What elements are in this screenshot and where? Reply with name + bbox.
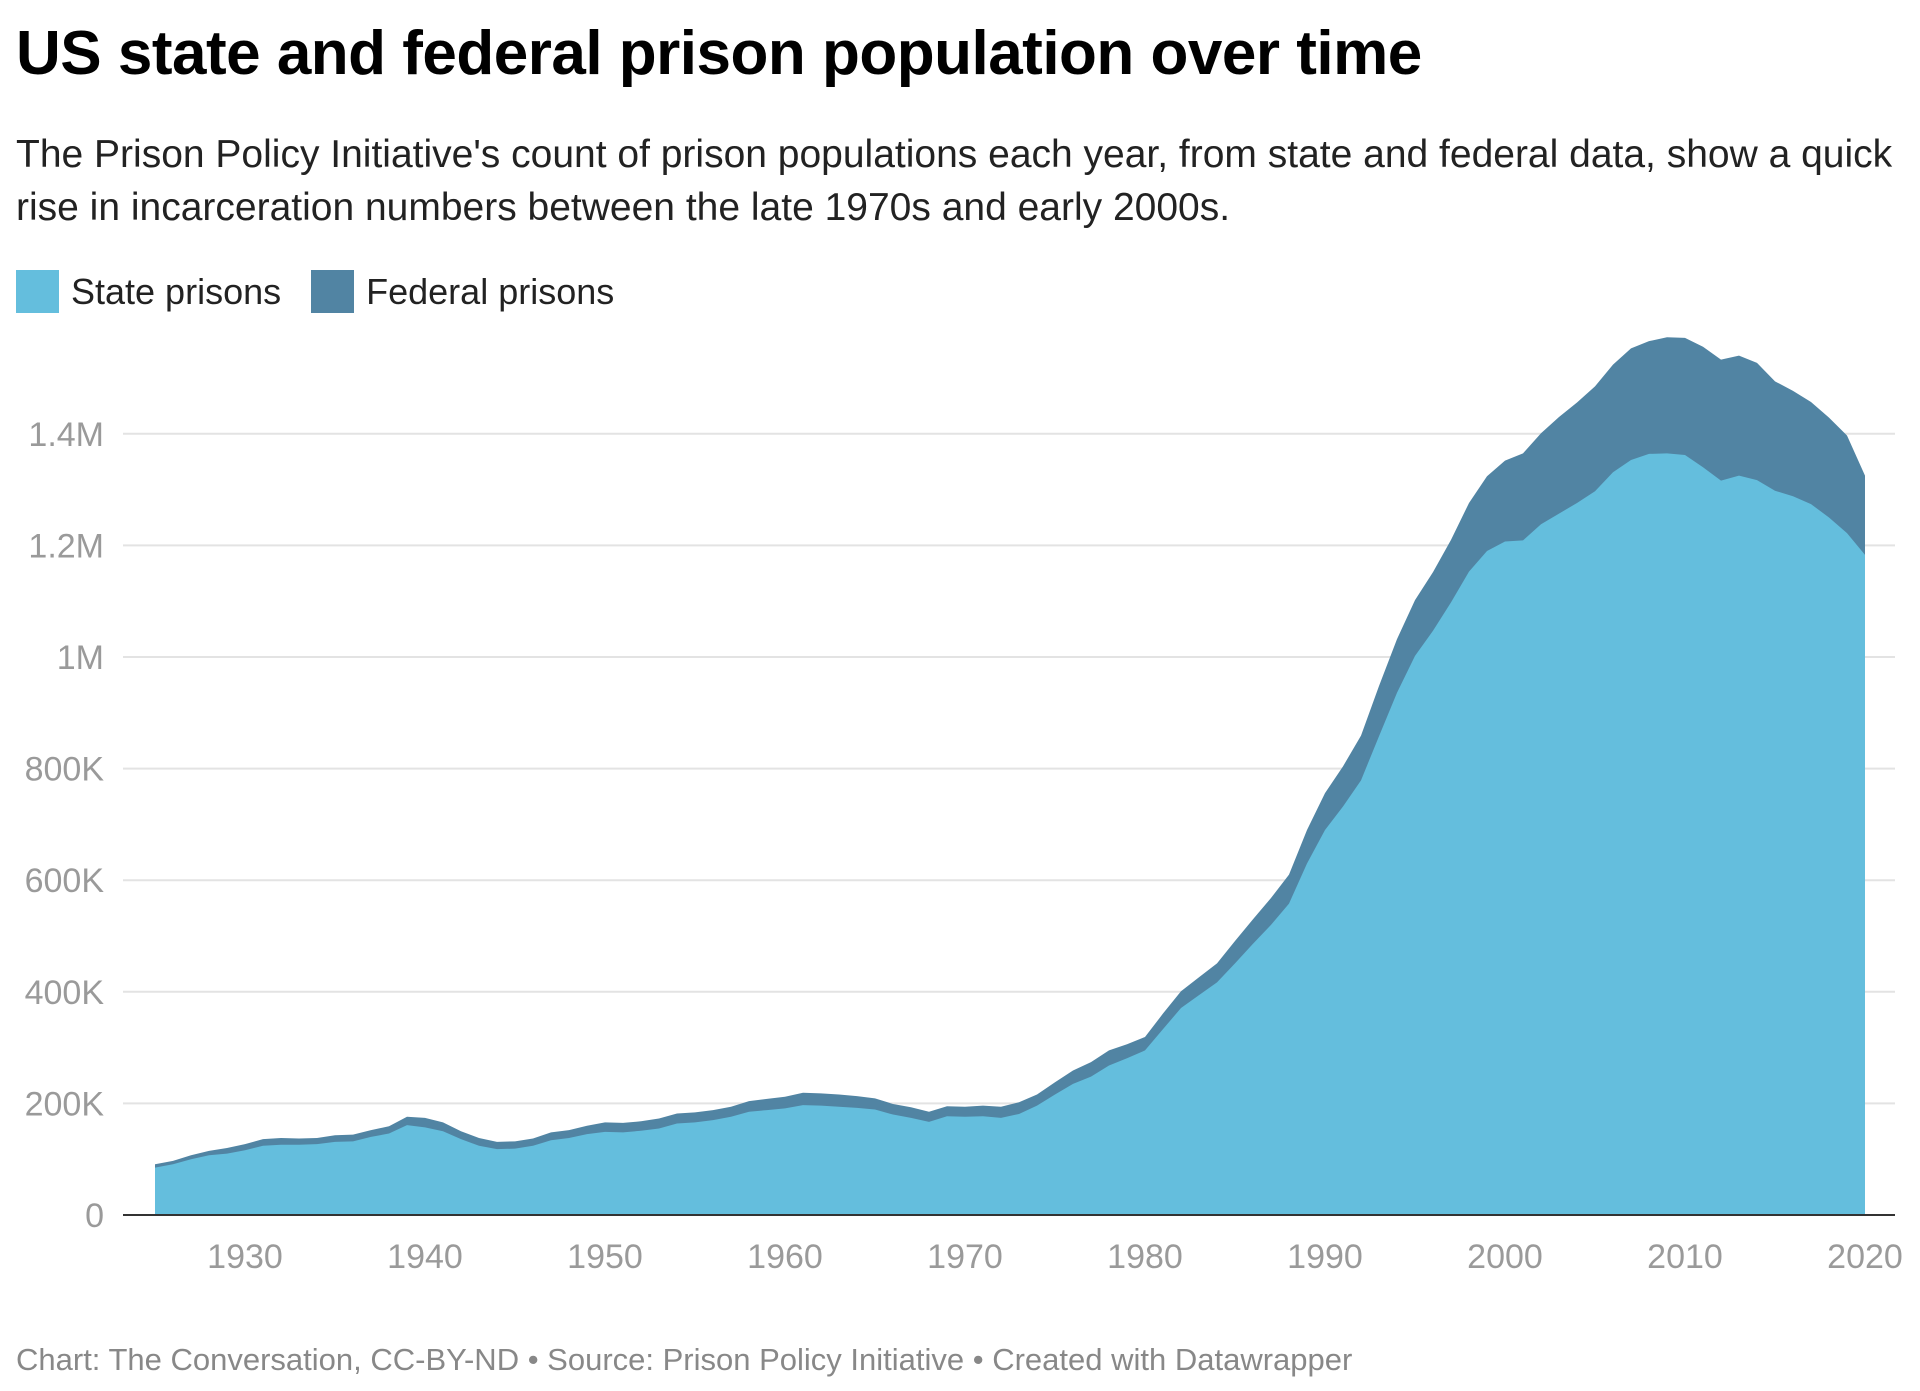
chart-footer: Chart: The Conversation, CC-BY-ND • Sour… <box>16 1342 1353 1377</box>
x-axis: 1930 1940 1950 1960 1970 1980 1990 2000 2010 2020 <box>123 1214 1903 1276</box>
y-axis: 0 200K 400K 600K 800K 1M 1.2M 1.4M <box>25 416 105 1235</box>
chart-title: US state and federal prison population o… <box>16 19 1422 88</box>
x-tick-label: 2020 <box>1827 1238 1903 1276</box>
y-tick-label: 200K <box>25 1085 105 1123</box>
x-tick-label: 1930 <box>207 1238 283 1276</box>
legend-label-state: State prisons <box>71 270 282 312</box>
x-tick-label: 1990 <box>1287 1238 1363 1276</box>
y-tick-label: 600K <box>25 862 105 900</box>
legend-swatch-federal <box>311 270 355 313</box>
x-tick-label: 1940 <box>387 1238 463 1276</box>
legend: State prisons Federal prisons <box>16 270 644 313</box>
x-tick-label: 1980 <box>1107 1238 1183 1276</box>
y-tick-label: 1.2M <box>28 527 104 565</box>
y-tick-label: 800K <box>25 751 105 789</box>
areas <box>155 337 1865 1216</box>
legend-swatch-state <box>16 270 59 313</box>
y-tick-label: 1M <box>57 639 104 677</box>
x-tick-label: 1950 <box>567 1238 643 1276</box>
x-tick-label: 2010 <box>1647 1238 1723 1276</box>
y-tick-label: 400K <box>25 974 105 1012</box>
legend-item-state: State prisons <box>16 270 281 313</box>
y-tick-label: 0 <box>85 1197 104 1235</box>
x-tick-label: 2000 <box>1467 1238 1543 1276</box>
legend-label-federal: Federal prisons <box>366 270 615 312</box>
x-tick-label: 1970 <box>927 1238 1003 1276</box>
y-tick-label: 1.4M <box>28 416 104 454</box>
chart-subtitle: The Prison Policy Initiative's count of … <box>16 133 1893 229</box>
gridlines <box>123 432 1895 1105</box>
x-tick-label: 1960 <box>747 1238 823 1276</box>
legend-item-federal: Federal prisons <box>311 270 614 313</box>
area-state-prisons <box>155 453 1865 1216</box>
